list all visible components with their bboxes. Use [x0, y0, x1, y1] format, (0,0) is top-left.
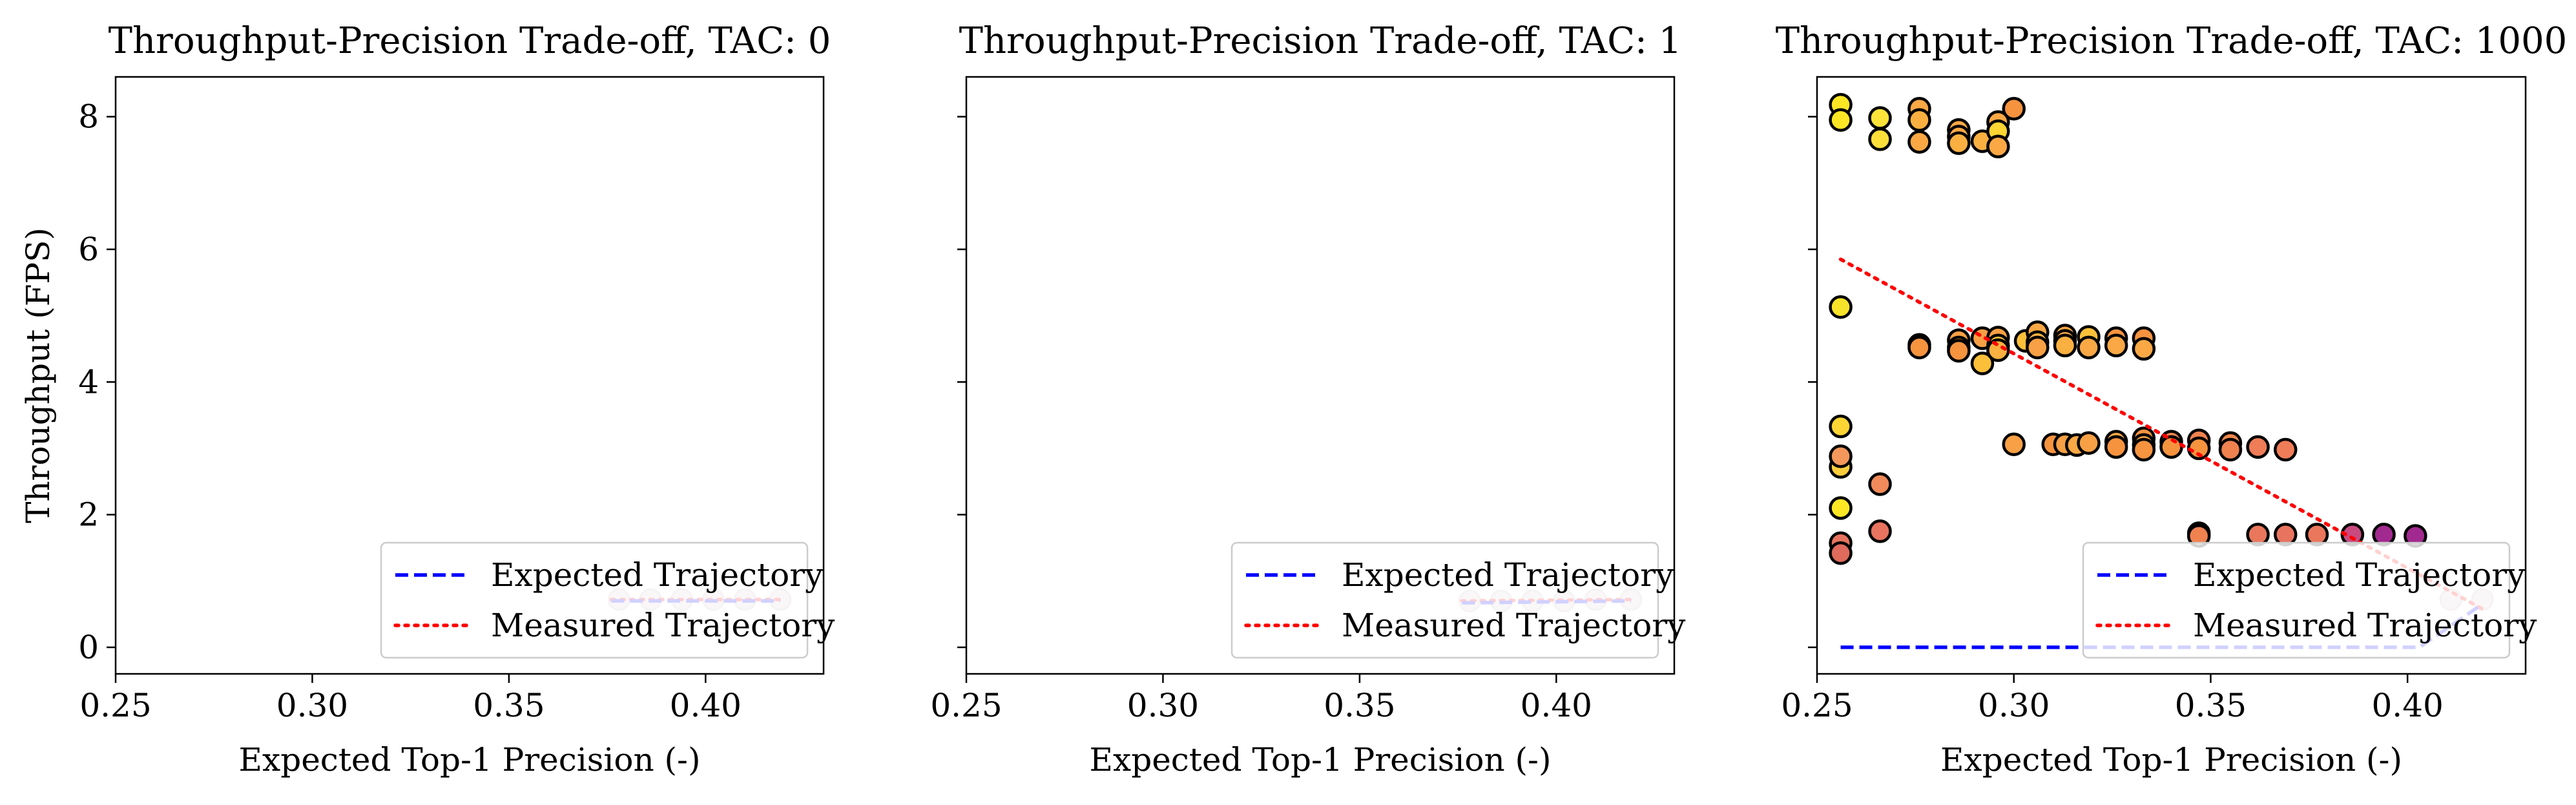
data-point: [1868, 106, 1892, 130]
chart-title: Throughput-Precision Trade-off, TAC: 0: [109, 20, 831, 62]
axes-frame: [114, 76, 825, 675]
data-point: [2246, 435, 2270, 459]
x-tick-label: 0.40: [1521, 687, 1592, 724]
data-point: [2053, 333, 2077, 358]
data-point: [1829, 414, 1853, 439]
data-point: [1829, 108, 1853, 132]
data-point: [1947, 339, 1971, 363]
data-point: [1986, 338, 2010, 362]
legend-label-measured: Measured Trajectory: [1342, 607, 1686, 644]
data-point: [1868, 472, 1892, 496]
data-point: [1829, 496, 1853, 520]
x-tick-label: 0.35: [473, 687, 545, 724]
x-tick-label: 0.25: [930, 687, 1002, 724]
data-point: [2305, 523, 2329, 547]
y-tick-label: 6: [78, 231, 99, 268]
x-tick-label: 0.30: [1127, 687, 1199, 724]
x-tick-label: 0.35: [1324, 687, 1395, 724]
data-point: [2002, 97, 2026, 121]
data-point: [2246, 523, 2270, 547]
data-point: [1829, 295, 1853, 319]
axes-frame: [965, 76, 1676, 675]
data-point: [2132, 437, 2156, 462]
legend-label-measured: Measured Trajectory: [491, 607, 835, 644]
data-point: [1907, 335, 1931, 360]
legend: Expected Trajectory Measured Trajectory: [2082, 541, 2537, 659]
x-tick-label: 0.30: [1978, 687, 2050, 724]
data-point: [2077, 335, 2101, 360]
legend-label-expected: Expected Trajectory: [491, 556, 824, 594]
axes-frame: [1816, 76, 2527, 675]
data-point: [2077, 431, 2101, 455]
data-point: [1907, 108, 1931, 132]
subplot-3: Throughput-Precision Trade-off, TAC: 100…: [1776, 20, 2568, 779]
legend-box: [1231, 541, 1659, 659]
data-point: [2002, 432, 2026, 457]
x-tick-label: 0.25: [1781, 687, 1853, 724]
x-axis-label: Expected Top-1 Precision (-): [1940, 741, 2402, 779]
data-point: [1868, 127, 1892, 151]
y-tick-label: 4: [78, 363, 99, 401]
subplot-1: Throughput-Precision Trade-off, TAC: 0 0.…: [19, 20, 835, 779]
data-point: [2026, 335, 2050, 360]
data-point: [2132, 337, 2156, 361]
x-tick-label: 0.40: [2372, 687, 2444, 724]
data-point: [2104, 333, 2128, 358]
legend-label-measured: Measured Trajectory: [2193, 607, 2537, 644]
y-tick-label: 0: [78, 629, 99, 666]
data-point: [1907, 130, 1931, 154]
data-point: [1986, 134, 2010, 159]
data-point: [1970, 351, 1995, 375]
legend: Expected Trajectory Measured Trajectory: [380, 541, 835, 659]
data-point: [1868, 519, 1892, 543]
legend-label-expected: Expected Trajectory: [2193, 556, 2526, 594]
data-point: [2372, 523, 2396, 547]
x-tick-label: 0.40: [670, 687, 742, 724]
y-tick-label: 2: [78, 496, 99, 534]
data-point: [1829, 541, 1853, 565]
subplot-2: Throughput-Precision Trade-off, TAC: 1 0.…: [930, 20, 1686, 779]
x-axis-label: Expected Top-1 Precision (-): [239, 741, 701, 779]
x-tick-label: 0.35: [2175, 687, 2247, 724]
chart-title: Throughput-Precision Trade-off, TAC: 100…: [1776, 20, 2568, 62]
y-tick-label: 8: [78, 98, 99, 136]
legend-box: [2082, 541, 2511, 659]
data-point: [1829, 444, 1853, 468]
data-point: [2104, 435, 2128, 459]
legend-label-expected: Expected Trajectory: [1342, 556, 1674, 594]
x-axis-label: Expected Top-1 Precision (-): [1090, 741, 1552, 779]
x-tick-label: 0.25: [79, 687, 151, 724]
data-point: [1947, 131, 1971, 155]
data-point: [2218, 437, 2243, 462]
y-axis-label: Throughput (FPS): [19, 227, 57, 523]
x-tick-label: 0.30: [276, 687, 348, 724]
chart-title: Throughput-Precision Trade-off, TAC: 1: [959, 20, 1682, 62]
legend-box: [380, 541, 809, 659]
data-point: [2273, 523, 2298, 547]
legend: Expected Trajectory Measured Trajectory: [1231, 541, 1686, 659]
data-point: [2273, 437, 2298, 462]
